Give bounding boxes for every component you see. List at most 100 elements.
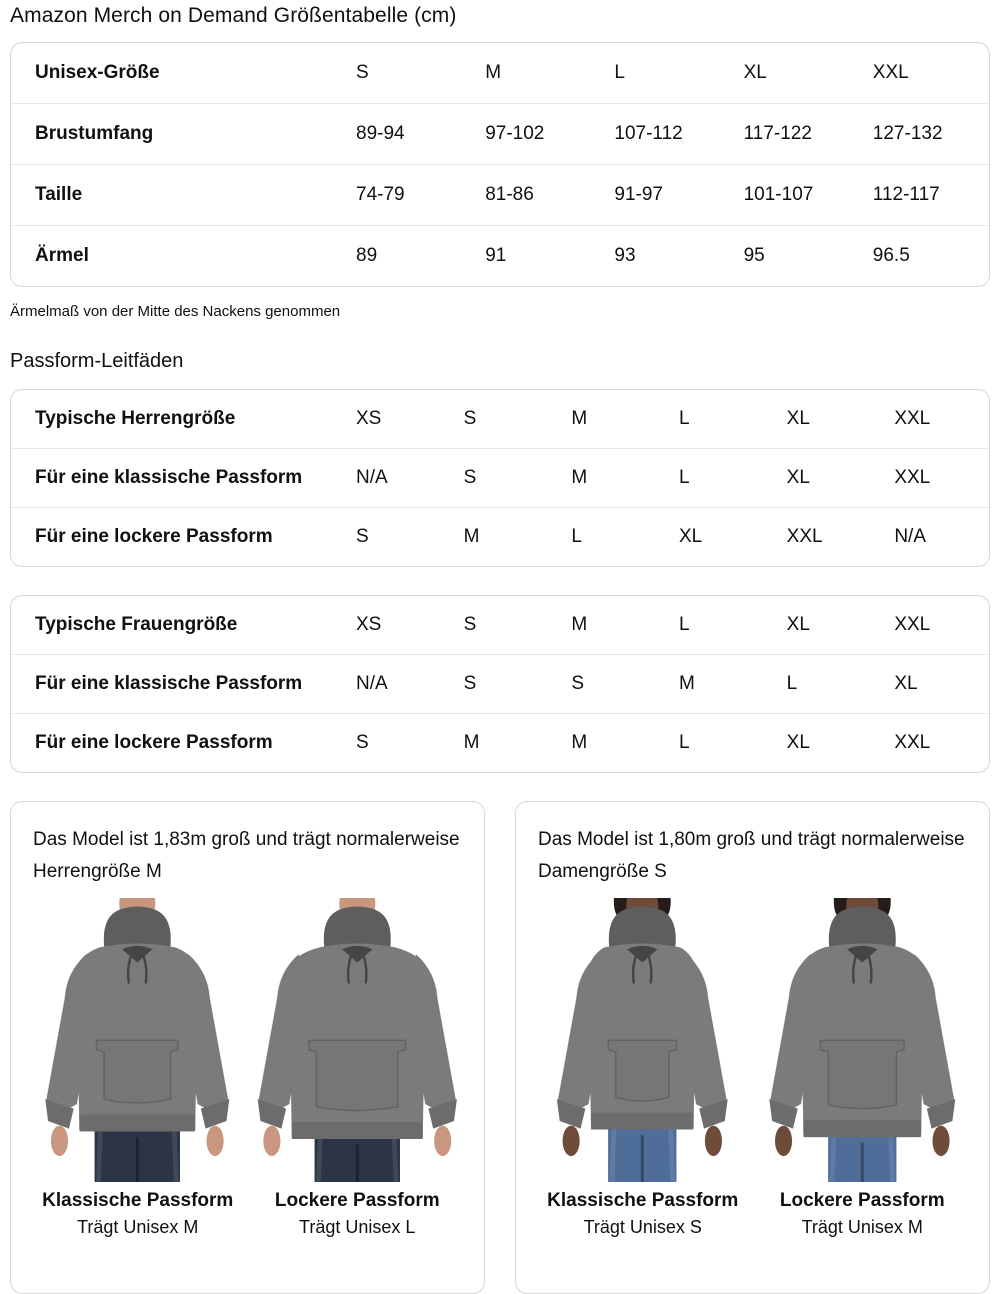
table-cell: XL	[743, 62, 767, 83]
table-cell: M	[571, 732, 588, 753]
table-cell: XXL	[894, 732, 931, 753]
table-cell: 91	[485, 245, 507, 266]
model-figure: Lockere Passform Trägt Unisex L	[250, 897, 465, 1239]
table-cell: XL	[786, 614, 810, 635]
table-cell: XL	[786, 408, 810, 429]
table-row: Für eine klassische Passform N/A S M L X…	[11, 448, 989, 507]
fit-guides-heading: Passform-Leitfäden	[10, 350, 184, 372]
table-cell: XXL	[786, 526, 823, 547]
figure-caption-sub: Trägt Unisex S	[583, 1217, 702, 1238]
table-cell: S	[356, 62, 369, 83]
table-cell: 96.5	[872, 245, 910, 266]
table-cell: XL	[678, 526, 703, 547]
table-cell: 95	[743, 245, 765, 266]
row-label: Taille	[35, 184, 83, 205]
model-cards-row: Das Model ist 1,83m groß und trägt norma…	[10, 801, 990, 1294]
row-label: Typische Herrengröße	[35, 408, 236, 429]
table-row: Für eine lockere Passform S M M L XL XXL	[11, 713, 989, 772]
table-cell: XXL	[872, 62, 909, 83]
table-cell: XL	[786, 467, 810, 488]
row-label: Für eine klassische Passform	[35, 467, 303, 488]
table-cell: M	[678, 673, 695, 694]
table-cell: 97-102	[485, 123, 545, 144]
model-photo	[250, 897, 465, 1183]
model-photo	[755, 897, 970, 1183]
model-description: Das Model ist 1,83m groß und trägt norma…	[33, 829, 460, 882]
table-cell: L	[678, 467, 690, 488]
table-cell: 93	[614, 245, 636, 266]
table-cell: M	[463, 526, 480, 547]
figure-caption-sub: Trägt Unisex L	[299, 1217, 416, 1238]
model-card-men: Das Model ist 1,83m groß und trägt norma…	[10, 801, 485, 1294]
figure-caption-title: Klassische Passform	[42, 1190, 234, 1212]
table-cell: 127-132	[872, 123, 943, 144]
figure-caption-sub: Trägt Unisex M	[77, 1217, 199, 1238]
table-cell: XXL	[894, 467, 931, 488]
table-cell: 101-107	[743, 184, 814, 205]
table-cell: XL	[894, 673, 918, 694]
sleeve-measure-note: Ärmelmaß von der Mitte des Nackens genom…	[10, 303, 341, 320]
page-title: Amazon Merch on Demand Größentabelle (cm…	[10, 4, 457, 27]
table-cell: 107-112	[614, 123, 683, 144]
figure-caption-title: Klassische Passform	[547, 1190, 739, 1212]
table-cell: M	[571, 614, 588, 635]
table-cell: M	[485, 62, 502, 83]
table-row: Brustumfang 89-94 97-102 107-112 117-122…	[11, 103, 989, 164]
size-table: Unisex-Größe S M L XL XXL Brustumfang 89…	[10, 42, 990, 287]
table-cell: 89	[356, 245, 378, 266]
table-row: Ärmel 89 91 93 95 96.5	[11, 225, 989, 286]
table-cell: 91-97	[614, 184, 663, 205]
table-cell: S	[356, 732, 369, 753]
table-cell: S	[463, 614, 477, 635]
table-cell: 81-86	[485, 184, 534, 205]
row-label: Für eine lockere Passform	[35, 526, 273, 547]
model-description: Das Model ist 1,80m groß und trägt norma…	[538, 829, 965, 882]
row-label: Ärmel	[35, 245, 89, 266]
table-cell: S	[463, 467, 477, 488]
table-cell: S	[463, 408, 477, 429]
table-cell: XXL	[894, 614, 931, 635]
figure-caption-title: Lockere Passform	[779, 1190, 945, 1212]
table-cell: 112-117	[872, 184, 940, 205]
table-cell: M	[571, 467, 588, 488]
row-label: Brustumfang	[35, 123, 154, 144]
model-photo	[536, 897, 750, 1183]
table-cell: 117-122	[743, 123, 812, 144]
table-cell: L	[678, 614, 690, 635]
fit-table-men: Typische Herrengröße XS S M L XL XXL Für…	[10, 389, 990, 567]
figures-row: Klassische Passform Trägt Unisex M	[31, 897, 465, 1239]
table-row: Unisex-Größe S M L XL XXL	[11, 43, 989, 103]
table-cell: XS	[356, 408, 382, 429]
table-cell: S	[463, 673, 477, 694]
table-row: Für eine lockere Passform S M L XL XXL N…	[11, 507, 989, 566]
table-cell: XXL	[894, 408, 931, 429]
table-cell: L	[614, 62, 625, 83]
model-figure: Klassische Passform Trägt Unisex S	[536, 897, 750, 1239]
figure-caption-title: Lockere Passform	[274, 1190, 440, 1212]
model-card-women: Das Model ist 1,80m groß und trägt norma…	[515, 801, 990, 1294]
table-cell: M	[571, 408, 588, 429]
table-cell: S	[356, 526, 369, 547]
table-cell: L	[678, 408, 690, 429]
table-cell: XS	[356, 614, 382, 635]
figure-caption-sub: Trägt Unisex M	[801, 1217, 923, 1238]
figures-row: Klassische Passform Trägt Unisex S	[536, 897, 970, 1239]
table-row: Für eine klassische Passform N/A S S M L…	[11, 654, 989, 713]
model-figure: Lockere Passform Trägt Unisex M	[755, 897, 970, 1239]
table-cell: L	[678, 732, 690, 753]
row-label: Typische Frauengröße	[35, 614, 238, 635]
table-cell: 89-94	[356, 123, 405, 144]
table-cell: XL	[786, 732, 810, 753]
table-cell: N/A	[894, 526, 927, 547]
table-cell: L	[786, 673, 798, 694]
model-photo	[31, 897, 245, 1183]
table-row: Typische Herrengröße XS S M L XL XXL	[11, 390, 989, 448]
table-row: Taille 74-79 81-86 91-97 101-107 112-117	[11, 164, 989, 225]
table-cell: L	[571, 526, 582, 547]
model-figure: Klassische Passform Trägt Unisex M	[31, 897, 245, 1239]
table-cell: S	[571, 673, 585, 694]
table-cell: N/A	[356, 673, 388, 694]
table-cell: N/A	[356, 467, 388, 488]
table-row: Typische Frauengröße XS S M L XL XXL	[11, 596, 989, 654]
fit-table-women: Typische Frauengröße XS S M L XL XXL Für…	[10, 595, 990, 773]
